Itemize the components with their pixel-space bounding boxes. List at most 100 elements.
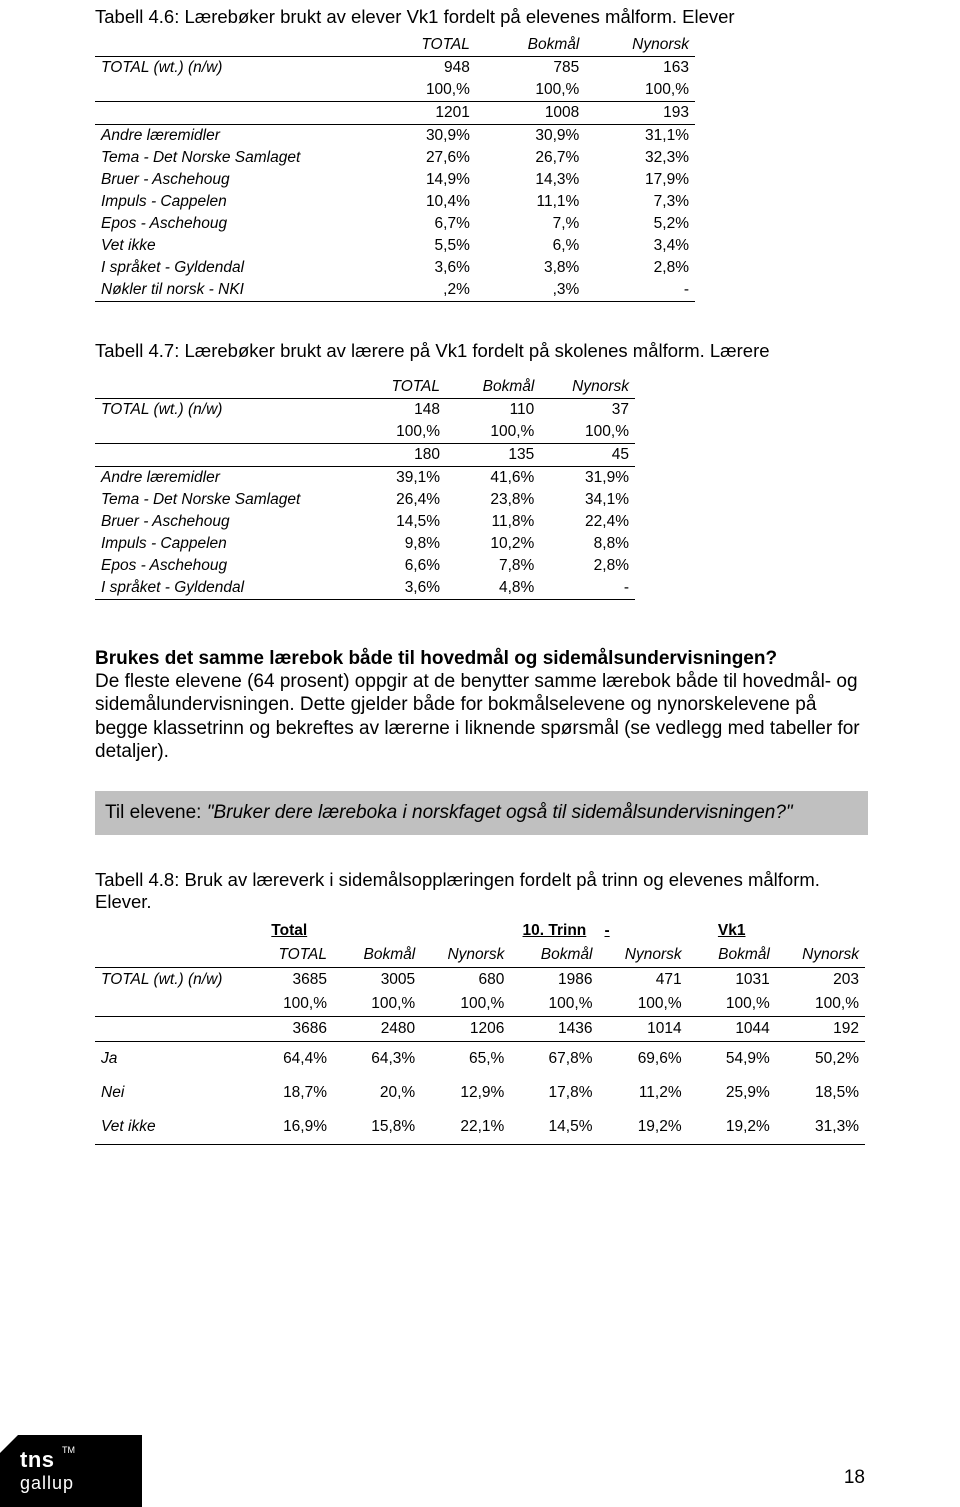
table48-n-4: 471 bbox=[598, 968, 687, 993]
table-cell: 2,8% bbox=[540, 555, 635, 577]
table-cell: 18,7% bbox=[245, 1076, 333, 1110]
table48-pct-1: 100,% bbox=[333, 992, 421, 1017]
logo-gallup: gallup bbox=[20, 1473, 74, 1494]
table46-pct-1: 100,% bbox=[476, 79, 585, 102]
table47-base-1: 135 bbox=[446, 444, 540, 467]
table47-hdr-1: Bokmål bbox=[446, 376, 540, 399]
table-cell: 11,1% bbox=[476, 191, 585, 213]
table47-base-0: 180 bbox=[352, 444, 446, 467]
table46-pct-0: 100,% bbox=[367, 79, 476, 102]
table47-base-2: 45 bbox=[540, 444, 635, 467]
table-cell: 6,% bbox=[476, 235, 585, 257]
table-cell: 12,9% bbox=[421, 1076, 510, 1110]
table-cell: 67,8% bbox=[510, 1042, 598, 1077]
table-cell: 3,8% bbox=[476, 257, 585, 279]
table-row-label: Nøkler til norsk - NKI bbox=[95, 279, 367, 302]
table47: TOTAL Bokmål Nynorsk TOTAL (wt.) (n/w) 1… bbox=[95, 376, 635, 600]
table48-n-0: 3685 bbox=[245, 968, 333, 993]
table-cell: 4,8% bbox=[446, 577, 540, 600]
table-row-label: Impuls - Cappelen bbox=[95, 191, 367, 213]
table-cell: 18,5% bbox=[776, 1076, 865, 1110]
table-cell: 10,4% bbox=[367, 191, 476, 213]
table48-sub-6: Nynorsk bbox=[776, 943, 865, 968]
table-cell: ,3% bbox=[476, 279, 585, 302]
table-row-label: Ja bbox=[95, 1042, 245, 1077]
tns-gallup-logo: tns TM gallup bbox=[0, 1435, 142, 1507]
table48-pct-4: 100,% bbox=[598, 992, 687, 1017]
table-cell: 6,6% bbox=[352, 555, 446, 577]
table47-caption: Tabell 4.7: Lærebøker brukt av lærere på… bbox=[95, 340, 868, 362]
table-row-label: Vet ikke bbox=[95, 235, 367, 257]
table46-base-1: 1008 bbox=[476, 102, 585, 125]
table-cell: 32,3% bbox=[585, 147, 695, 169]
table48-base-1: 2480 bbox=[333, 1017, 421, 1042]
table-cell: - bbox=[540, 577, 635, 600]
table-row-label: Bruer - Aschehoug bbox=[95, 169, 367, 191]
table48-base-4: 1014 bbox=[598, 1017, 687, 1042]
table46-hdr-1: Bokmål bbox=[476, 34, 585, 57]
table-cell: 31,3% bbox=[776, 1110, 865, 1145]
table-cell: 3,4% bbox=[585, 235, 695, 257]
table46-pct-2: 100,% bbox=[585, 79, 695, 102]
table-cell: 20,% bbox=[333, 1076, 421, 1110]
table-cell: 22,4% bbox=[540, 511, 635, 533]
table-cell: 2,8% bbox=[585, 257, 695, 279]
table-cell: 65,% bbox=[421, 1042, 510, 1077]
table-cell: 14,9% bbox=[367, 169, 476, 191]
table-cell: 64,4% bbox=[245, 1042, 333, 1077]
table-cell: 34,1% bbox=[540, 489, 635, 511]
table-cell: 25,9% bbox=[688, 1076, 776, 1110]
table-row-label: Tema - Det Norske Samlaget bbox=[95, 147, 367, 169]
table48-super-1: 10. Trinn bbox=[510, 919, 598, 943]
table46-caption: Tabell 4.6: Lærebøker brukt av elever Vk… bbox=[95, 6, 868, 28]
table-cell: 23,8% bbox=[446, 489, 540, 511]
table-cell: 41,6% bbox=[446, 467, 540, 490]
table-cell: 69,6% bbox=[598, 1042, 687, 1077]
table-row-label: Epos - Aschehoug bbox=[95, 555, 352, 577]
table-cell: 7,3% bbox=[585, 191, 695, 213]
table-cell: 5,2% bbox=[585, 213, 695, 235]
body-heading: Brukes det samme lærebok både til hovedm… bbox=[95, 648, 868, 670]
table48-base-6: 192 bbox=[776, 1017, 865, 1042]
page-number: 18 bbox=[844, 1467, 865, 1489]
grey-question-box: Til elevene: "Bruker dere læreboka i nor… bbox=[95, 791, 868, 835]
table-cell: 17,8% bbox=[510, 1076, 598, 1110]
table46-n-0: 948 bbox=[367, 57, 476, 80]
table-cell: 54,9% bbox=[688, 1042, 776, 1077]
table-row-label: Andre læremidler bbox=[95, 467, 352, 490]
table48-sub-0: TOTAL bbox=[245, 943, 333, 968]
table48-n-2: 680 bbox=[421, 968, 510, 993]
table48-pct-6: 100,% bbox=[776, 992, 865, 1017]
table48-pct-0: 100,% bbox=[245, 992, 333, 1017]
table-cell: 31,1% bbox=[585, 125, 695, 148]
table-row-label: I språket - Gyldendal bbox=[95, 257, 367, 279]
table46-base-0: 1201 bbox=[367, 102, 476, 125]
table48-n-1: 3005 bbox=[333, 968, 421, 993]
table-cell: 14,5% bbox=[510, 1110, 598, 1145]
table48-sub-5: Bokmål bbox=[688, 943, 776, 968]
table48-caption: Tabell 4.8: Bruk av læreverk i sidemålso… bbox=[95, 869, 868, 913]
table48-base-5: 1044 bbox=[688, 1017, 776, 1042]
table-cell: 50,2% bbox=[776, 1042, 865, 1077]
table46-n-1: 785 bbox=[476, 57, 585, 80]
table47-hdr-2: Nynorsk bbox=[540, 376, 635, 399]
table-row-label: Vet ikke bbox=[95, 1110, 245, 1145]
table48-n-5: 1031 bbox=[688, 968, 776, 993]
table48-total-label: TOTAL (wt.) (n/w) bbox=[95, 968, 245, 993]
table-cell: 3,6% bbox=[367, 257, 476, 279]
logo-tm: TM bbox=[62, 1445, 75, 1455]
table-row-label: Andre læremidler bbox=[95, 125, 367, 148]
table-cell: 19,2% bbox=[598, 1110, 687, 1145]
table-cell: 26,4% bbox=[352, 489, 446, 511]
table-row-label: Nei bbox=[95, 1076, 245, 1110]
table48-base-2: 1206 bbox=[421, 1017, 510, 1042]
table-cell: 11,8% bbox=[446, 511, 540, 533]
table-cell: 27,6% bbox=[367, 147, 476, 169]
table-cell: 11,2% bbox=[598, 1076, 687, 1110]
table47-pct-0: 100,% bbox=[352, 421, 446, 444]
table48-sub-1: Bokmål bbox=[333, 943, 421, 968]
table-cell: 15,8% bbox=[333, 1110, 421, 1145]
table-cell: 30,9% bbox=[476, 125, 585, 148]
table-cell: 5,5% bbox=[367, 235, 476, 257]
greybox-lead: Til elevene: bbox=[105, 802, 207, 823]
